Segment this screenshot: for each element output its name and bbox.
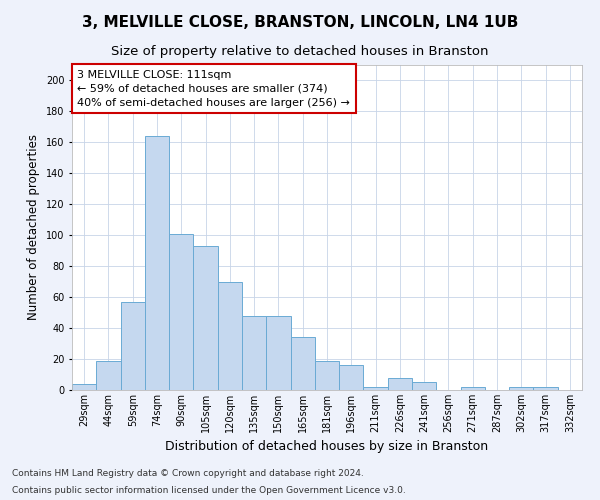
Bar (96, 360, 121, 390)
Bar (169, 234, 193, 390)
Y-axis label: Number of detached properties: Number of detached properties (28, 134, 40, 320)
Text: 3 MELVILLE CLOSE: 111sqm
← 59% of detached houses are smaller (374)
40% of semi-: 3 MELVILLE CLOSE: 111sqm ← 59% of detach… (77, 70, 350, 108)
Bar (461, 387, 485, 390)
Bar (193, 246, 218, 390)
Bar (339, 365, 364, 390)
Bar (72, 384, 96, 390)
Text: Size of property relative to detached houses in Branston: Size of property relative to detached ho… (111, 45, 489, 58)
Bar (145, 136, 169, 390)
Text: Contains public sector information licensed under the Open Government Licence v3: Contains public sector information licen… (12, 486, 406, 495)
Bar (290, 338, 315, 390)
Bar (364, 387, 388, 390)
Bar (315, 360, 339, 390)
Bar (266, 316, 290, 390)
Text: Contains HM Land Registry data © Crown copyright and database right 2024.: Contains HM Land Registry data © Crown c… (12, 468, 364, 477)
X-axis label: Distribution of detached houses by size in Branston: Distribution of detached houses by size … (166, 440, 488, 454)
Bar (121, 302, 145, 390)
Bar (218, 282, 242, 390)
Bar (412, 382, 436, 390)
Bar (533, 387, 558, 390)
Text: 3, MELVILLE CLOSE, BRANSTON, LINCOLN, LN4 1UB: 3, MELVILLE CLOSE, BRANSTON, LINCOLN, LN… (82, 15, 518, 30)
Bar (388, 378, 412, 390)
Bar (242, 316, 266, 390)
Bar (509, 387, 533, 390)
